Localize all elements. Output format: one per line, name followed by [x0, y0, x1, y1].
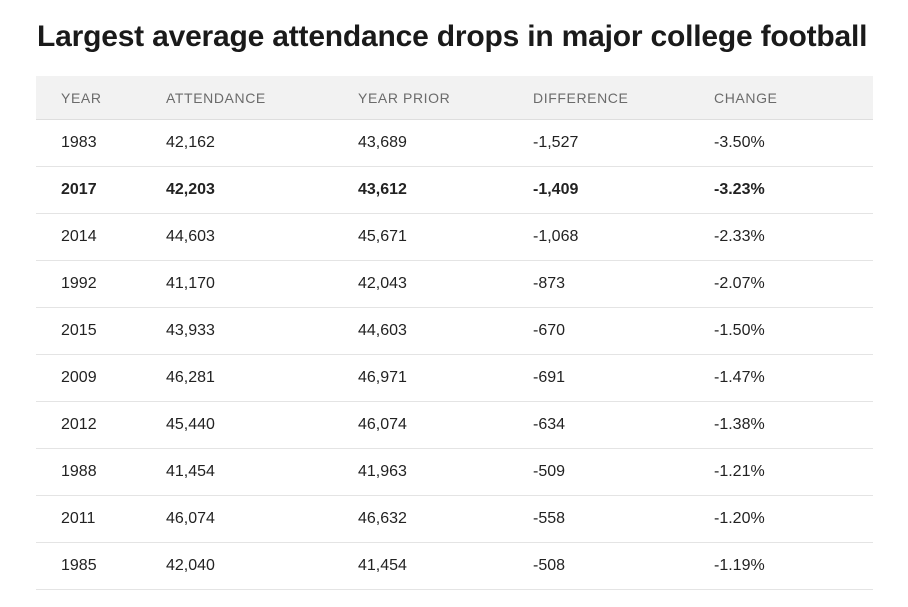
cell-year: 2011: [36, 495, 166, 543]
cell-difference: -670: [533, 307, 714, 355]
table-body: 1983 42,162 43,689 -1,527 -3.50% 2017 42…: [36, 119, 873, 590]
cell-year: 2012: [36, 401, 166, 449]
cell-attendance: 46,074: [166, 495, 358, 543]
table-header: YEAR ATTENDANCE YEAR PRIOR DIFFERENCE CH…: [36, 76, 873, 120]
table-row: 2014 44,603 45,671 -1,068 -2.33%: [36, 213, 873, 261]
cell-difference: -634: [533, 401, 714, 449]
cell-year: 1992: [36, 260, 166, 308]
cell-difference: -691: [533, 354, 714, 402]
cell-attendance: 46,281: [166, 354, 358, 402]
table-row: 2009 46,281 46,971 -691 -1.47%: [36, 354, 873, 402]
cell-year-prior: 46,074: [358, 401, 533, 449]
cell-attendance: 45,440: [166, 401, 358, 449]
cell-year: 1983: [36, 119, 166, 167]
cell-year-prior: 46,971: [358, 354, 533, 402]
cell-difference: -508: [533, 542, 714, 590]
cell-attendance: 41,454: [166, 448, 358, 496]
cell-change: -1.19%: [714, 542, 873, 590]
cell-year-prior: 43,612: [358, 166, 533, 214]
column-header-year-prior: YEAR PRIOR: [358, 76, 533, 120]
cell-year: 1985: [36, 542, 166, 590]
cell-change: -1.21%: [714, 448, 873, 496]
cell-change: -2.33%: [714, 213, 873, 261]
table-row: 1985 42,040 41,454 -508 -1.19%: [36, 542, 873, 590]
table-row: 1983 42,162 43,689 -1,527 -3.50%: [36, 119, 873, 167]
cell-year: 2015: [36, 307, 166, 355]
cell-attendance: 44,603: [166, 213, 358, 261]
table-row: 1992 41,170 42,043 -873 -2.07%: [36, 260, 873, 308]
cell-change: -1.38%: [714, 401, 873, 449]
cell-attendance: 43,933: [166, 307, 358, 355]
cell-year-prior: 43,689: [358, 119, 533, 167]
cell-year: 2014: [36, 213, 166, 261]
cell-attendance: 41,170: [166, 260, 358, 308]
cell-change: -2.07%: [714, 260, 873, 308]
cell-change: -3.50%: [714, 119, 873, 167]
cell-difference: -1,409: [533, 166, 714, 214]
cell-year: 1988: [36, 448, 166, 496]
column-header-attendance: ATTENDANCE: [166, 76, 358, 120]
table-row: 2011 46,074 46,632 -558 -1.20%: [36, 495, 873, 543]
table-row: 1988 41,454 41,963 -509 -1.21%: [36, 448, 873, 496]
attendance-table: YEAR ATTENDANCE YEAR PRIOR DIFFERENCE CH…: [36, 76, 873, 590]
cell-year-prior: 41,963: [358, 448, 533, 496]
cell-difference: -1,068: [533, 213, 714, 261]
page-title: Largest average attendance drops in majo…: [37, 20, 868, 53]
cell-year-prior: 42,043: [358, 260, 533, 308]
cell-change: -1.50%: [714, 307, 873, 355]
cell-difference: -873: [533, 260, 714, 308]
cell-difference: -558: [533, 495, 714, 543]
column-header-difference: DIFFERENCE: [533, 76, 714, 120]
table-row: 2017 42,203 43,612 -1,409 -3.23%: [36, 166, 873, 214]
column-header-change: CHANGE: [714, 76, 873, 120]
table-row: 2015 43,933 44,603 -670 -1.50%: [36, 307, 873, 355]
column-header-year: YEAR: [36, 76, 166, 120]
cell-year-prior: 46,632: [358, 495, 533, 543]
cell-year: 2009: [36, 354, 166, 402]
cell-difference: -509: [533, 448, 714, 496]
cell-year: 2017: [36, 166, 166, 214]
cell-change: -3.23%: [714, 166, 873, 214]
table-row: 2012 45,440 46,074 -634 -1.38%: [36, 401, 873, 449]
header-row: YEAR ATTENDANCE YEAR PRIOR DIFFERENCE CH…: [36, 76, 873, 120]
cell-attendance: 42,162: [166, 119, 358, 167]
cell-change: -1.47%: [714, 354, 873, 402]
cell-attendance: 42,040: [166, 542, 358, 590]
cell-year-prior: 44,603: [358, 307, 533, 355]
cell-difference: -1,527: [533, 119, 714, 167]
cell-change: -1.20%: [714, 495, 873, 543]
cell-year-prior: 41,454: [358, 542, 533, 590]
cell-year-prior: 45,671: [358, 213, 533, 261]
cell-attendance: 42,203: [166, 166, 358, 214]
